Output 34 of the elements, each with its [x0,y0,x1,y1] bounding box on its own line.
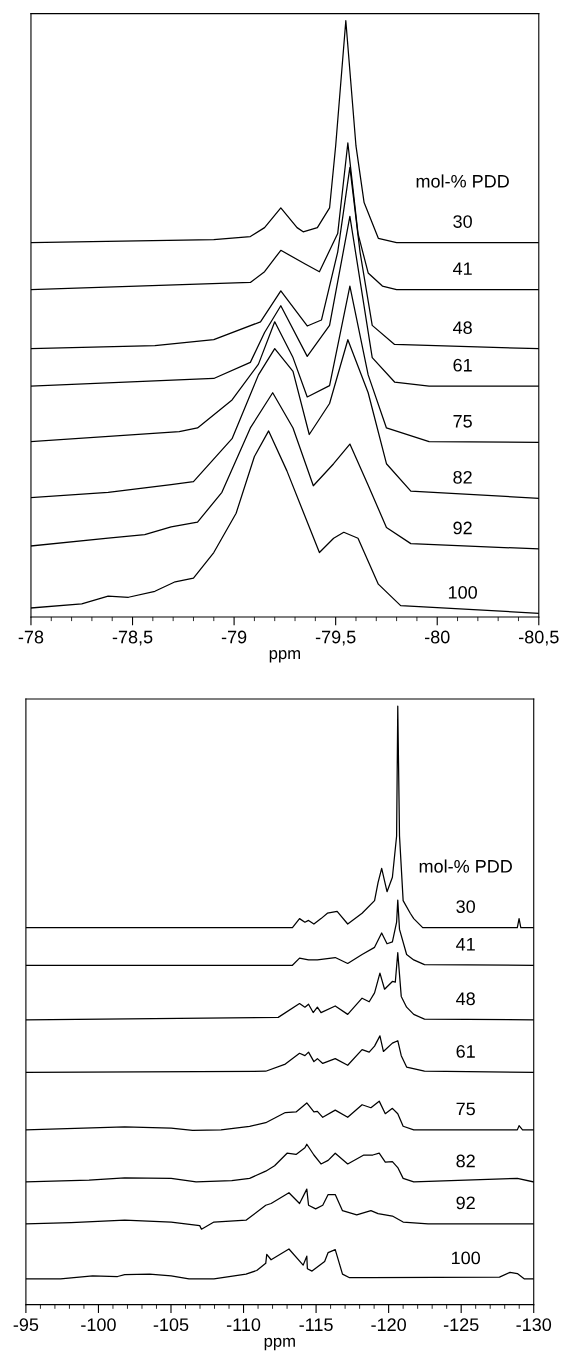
series-label: 48 [456,992,475,1006]
x-tick-label: -79,5 [315,630,356,646]
series-label: 75 [453,415,472,428]
x-tick-label: -110 [226,1318,261,1332]
x-tick-label: -78,5 [112,630,153,646]
series-label: 100 [448,585,477,599]
x-tick-label: -100 [81,1318,116,1332]
series-label: 75 [456,1102,475,1116]
x-tick-label: -95 [13,1318,39,1332]
series-label: 30 [453,215,472,228]
series-label: 82 [456,1154,475,1168]
x-tick-label: -130 [516,1318,552,1332]
x-axis-title: ppm [264,1337,295,1351]
x-tick-label: -105 [153,1318,189,1332]
series-label: 82 [453,470,472,484]
series-label: 30 [456,900,476,913]
series-label: 100 [451,1251,481,1265]
x-tick-label: -120 [371,1318,406,1332]
x-tick-label: -80,5 [519,630,559,646]
series-label: 61 [453,358,472,372]
series-label: 92 [453,521,472,535]
x-tick-label: -78 [18,630,44,644]
x-tick-label: -115 [299,1318,333,1332]
x-axis-title: ppm [269,650,300,663]
series-label: 41 [452,262,472,275]
legend-title: mol-% PDD [419,859,512,873]
series-label: 92 [456,1196,475,1210]
series-label: 61 [456,1045,475,1058]
legend-title: mol-% PDD [416,174,509,188]
x-tick-label: -125 [443,1318,479,1332]
x-tick-label: -80 [424,630,450,644]
series-label: 48 [452,321,472,335]
x-tick-label: -79 [221,630,247,644]
series-label: 41 [456,938,475,951]
